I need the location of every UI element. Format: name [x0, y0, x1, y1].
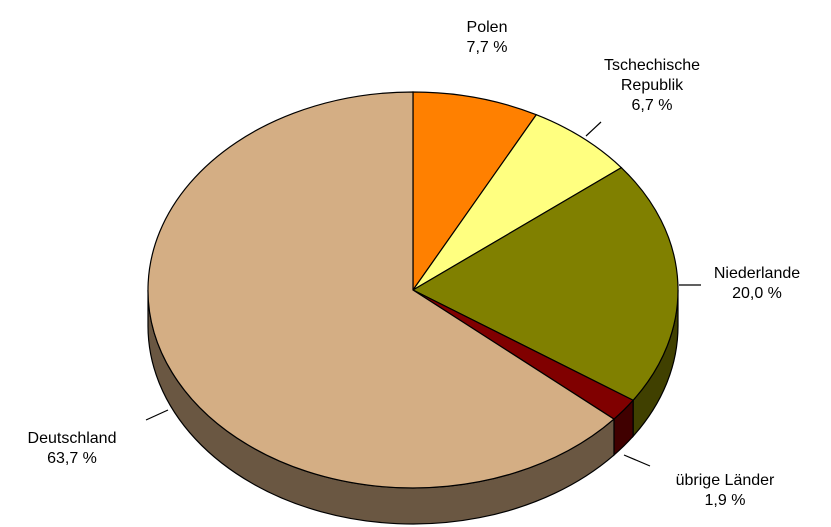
leader-line [585, 121, 602, 137]
slice-label: Niederlande 20,0 % [714, 264, 800, 304]
value-label: 63,7 % [47, 450, 97, 467]
value-label: 6,7 % [631, 97, 673, 114]
value-label: 7,7 % [466, 39, 508, 56]
value-label: 1,9 % [704, 492, 746, 509]
category-label: übrige Länder [675, 472, 775, 489]
leader-line [623, 454, 651, 467]
category-label: Deutschland [27, 430, 117, 447]
slice [412, 91, 538, 292]
slice-label: übrige Länder 1,9 % [676, 471, 775, 511]
leader-line [145, 409, 169, 421]
category-label: Tschechische Republik [603, 57, 701, 94]
category-label: Niederlande [713, 265, 801, 282]
slice [147, 91, 615, 489]
slice-label: Tschechische Republik 6,7 % [597, 56, 707, 116]
slice-label: Polen 7,7 % [467, 18, 508, 58]
slice [411, 166, 679, 402]
value-label: 20,0 % [732, 285, 782, 302]
category-label: Polen [466, 19, 508, 36]
slice-label: Deutschland 63,7 % [28, 429, 117, 469]
slice [412, 113, 623, 291]
